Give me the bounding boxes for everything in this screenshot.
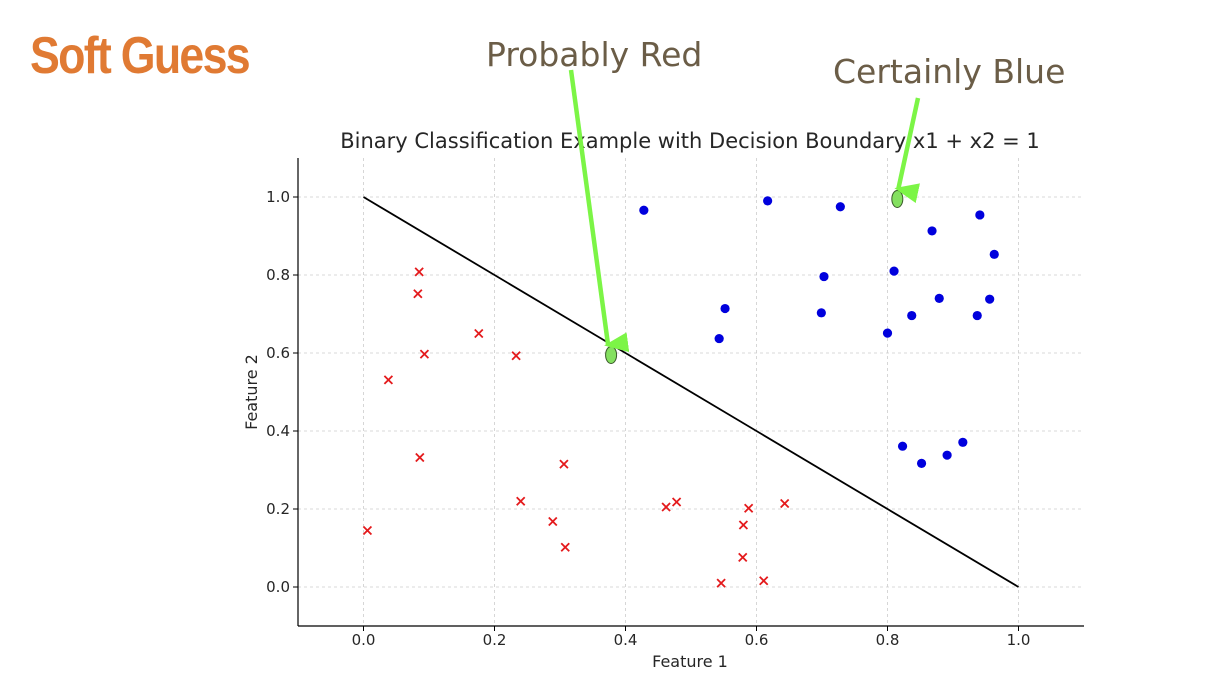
class1-point (927, 226, 937, 236)
class0-point-stroke (780, 498, 790, 509)
class0-point (560, 542, 570, 552)
probably-red-arrow (568, 69, 630, 353)
class0-point-stroke (661, 502, 671, 512)
class0-point-stroke (362, 525, 373, 536)
class1-point (916, 458, 927, 468)
class1-point (985, 294, 995, 304)
class0-point (474, 328, 484, 339)
slide-title: Soft Guess (30, 27, 251, 85)
probably-red-point (605, 345, 618, 364)
y-tick-label: 0.6 (266, 344, 290, 362)
class1-point (639, 205, 649, 215)
class1-point (882, 328, 893, 338)
class0-point (744, 503, 754, 513)
x-tick-label: 0.4 (614, 631, 638, 649)
class1-point (942, 450, 952, 460)
decision-boundary-line (363, 196, 1019, 588)
class1-point (975, 210, 985, 220)
class0-point (415, 452, 425, 463)
x-axis-label: Feature 1 (652, 652, 728, 671)
class1-point (835, 202, 845, 212)
class1-point (989, 249, 999, 259)
class0-point (716, 578, 726, 588)
class1-point (763, 196, 773, 206)
data-points (362, 196, 999, 588)
class0-point (780, 498, 790, 509)
class0-point (738, 520, 749, 530)
class1-point (972, 310, 982, 321)
class0-point (759, 576, 769, 586)
grid (298, 158, 1084, 626)
class0-point (511, 351, 521, 361)
class0-point (362, 525, 373, 536)
class1-point (934, 293, 944, 303)
class0-point-stroke (413, 289, 423, 299)
class0-point-stroke (419, 349, 430, 359)
highlighted-points (605, 189, 904, 364)
class0-point-stroke (716, 578, 726, 588)
class0-point-stroke (383, 375, 394, 385)
y-tick-label: 0.8 (266, 266, 290, 284)
class0-point-stroke (511, 351, 521, 361)
class1-point (714, 333, 724, 344)
class0-point-stroke (738, 520, 749, 530)
class1-point (819, 271, 829, 282)
class1-point (816, 308, 826, 318)
class0-point-stroke (759, 576, 769, 586)
class0-point (383, 375, 394, 385)
class0-point (661, 502, 671, 512)
y-tick-label: 1.0 (266, 188, 290, 206)
class0-point (413, 289, 423, 299)
certainly-blue-point (891, 189, 904, 208)
class0-point-stroke (516, 496, 526, 506)
class0-point (738, 552, 748, 562)
class0-point-stroke (738, 552, 748, 562)
class1-point (907, 310, 917, 321)
class1-point (889, 266, 899, 276)
x-tick-label: 0.0 (352, 631, 376, 649)
y-tick-label: 0.4 (266, 422, 290, 440)
class0-point-stroke (671, 497, 682, 507)
class0-point-stroke (559, 459, 569, 469)
x-tick-label: 0.8 (876, 631, 900, 649)
x-tick-label: 0.6 (745, 631, 769, 649)
class0-point (548, 516, 558, 527)
class1-point (897, 441, 908, 451)
class0-point-stroke (560, 542, 570, 552)
class0-point-stroke (415, 452, 425, 463)
certainly-blue-arrow (894, 97, 921, 203)
x-tick-label: 0.2 (483, 631, 507, 649)
annotation-arrows (568, 69, 921, 353)
x-tick-label: 1.0 (1007, 631, 1031, 649)
class0-point (414, 267, 424, 277)
class0-point (671, 497, 682, 507)
y-tick-label: 0.0 (266, 578, 290, 596)
y-axis-label: Feature 2 (242, 354, 261, 430)
class0-point-stroke (548, 516, 558, 527)
decision-boundary-group (363, 196, 1019, 588)
chart-title: Binary Classification Example with Decis… (340, 129, 1040, 153)
class0-point (516, 496, 526, 506)
class1-point (958, 437, 968, 447)
axes: 0.0 0.2 0.4 0.6 0.8 1.0 0.0 0.2 0.4 0.6 0.8 1.0 (266, 158, 1084, 649)
class0-point-stroke (414, 267, 424, 277)
class0-point-stroke (474, 328, 484, 339)
class1-point (720, 303, 730, 314)
class0-point (559, 459, 569, 469)
class0-point-stroke (744, 503, 754, 513)
class0-point (419, 349, 430, 359)
certainly-blue-annotation: Certainly Blue (833, 52, 1066, 91)
probably-red-annotation: Probably Red (486, 35, 703, 74)
y-tick-label: 0.2 (266, 500, 290, 518)
